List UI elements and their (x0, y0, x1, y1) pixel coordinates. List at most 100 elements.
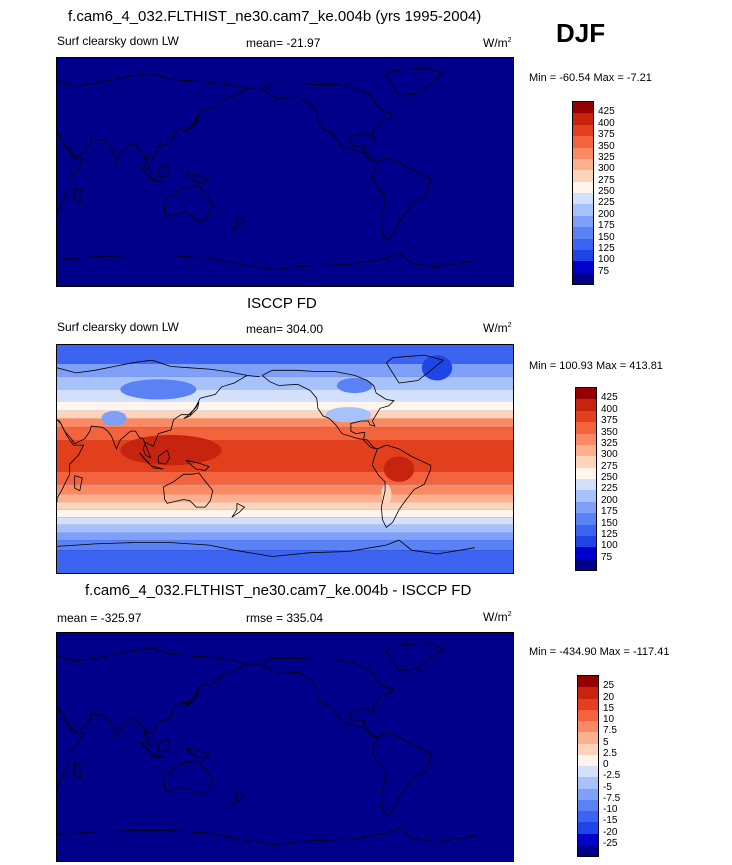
colorbar-tick-label: 200 (598, 208, 615, 220)
colorbar-tick-label: 125 (598, 242, 615, 254)
colorbar-tick-label: 225 (598, 197, 615, 209)
coastline (157, 449, 171, 465)
field-fill (57, 58, 513, 286)
coastline (57, 647, 260, 666)
coastline (371, 157, 432, 242)
colorbar-swatch (578, 721, 598, 733)
panel-2-units: W/m2 (483, 321, 512, 335)
colorbar-tick-label: -20 (603, 826, 618, 838)
coastline (183, 114, 200, 132)
colorbar-tick-label: 0 (603, 759, 609, 770)
coastline (157, 162, 171, 178)
coastline (185, 459, 210, 471)
colorbar-swatch (573, 204, 593, 216)
colorbar-tick-label: -10 (603, 804, 618, 815)
coastline (231, 215, 246, 231)
colorbar-tick-label: -25 (603, 837, 618, 849)
field-band (57, 494, 513, 503)
field-band (57, 410, 513, 419)
coastline (74, 763, 83, 780)
colorbar-swatch (573, 113, 593, 125)
panel-1-map (56, 57, 514, 287)
coastline (74, 475, 83, 492)
panel-3-mean-label: mean = -325.97 (57, 611, 142, 625)
colorbar-tick-label: 375 (601, 415, 618, 427)
coastline (385, 642, 445, 672)
colorbar-swatch (573, 158, 593, 171)
colorbar-tick-label: 150 (601, 517, 618, 529)
field-feature (421, 355, 453, 381)
colorbar-tick-label: 325 (598, 151, 615, 163)
season-label: DJF (556, 18, 606, 48)
coastline (231, 502, 246, 518)
colorbar-tick-label: 150 (598, 231, 615, 243)
colorbar-swatch (573, 147, 593, 159)
coastline (261, 369, 395, 450)
colorbar-tick-label: -15 (603, 815, 618, 827)
coastline (163, 472, 214, 508)
coastline (57, 419, 85, 499)
panel-1-units: W/m2 (483, 36, 512, 50)
colorbar-swatch (576, 547, 596, 559)
field-feature (120, 379, 197, 400)
coastline (385, 354, 445, 384)
colorbar-swatch (576, 422, 596, 434)
coastline (57, 539, 476, 557)
coastline (138, 452, 164, 470)
field-band (57, 345, 513, 364)
coastline (57, 827, 476, 845)
panel-2-mean-label: mean= 304.00 (246, 322, 324, 336)
coastline (74, 188, 83, 205)
colorbar-tick-label: 7.5 (603, 725, 617, 737)
panel-1-title: f.cam6_4_032.FLTHIST_ne30.cam7_ke.004b (… (68, 8, 482, 25)
colorbar-tick-label: 425 (598, 106, 615, 118)
colorbar-swatch (576, 535, 596, 548)
colorbar-swatch (576, 490, 596, 502)
colorbar-tick-label: 200 (601, 494, 618, 506)
coastline (57, 707, 85, 787)
panel-1-mean-label: mean= -21.97 (246, 36, 321, 50)
panel-1-colorbar (572, 101, 594, 285)
colorbar-swatch (576, 444, 596, 457)
field-feature (325, 407, 372, 423)
colorbar-swatch (578, 799, 598, 811)
map-canvas (57, 633, 513, 861)
colorbar-tick-label: 125 (601, 528, 618, 540)
colorbar-swatch (578, 811, 598, 823)
field-band (57, 532, 513, 541)
colorbar-tick-label: 275 (601, 460, 618, 472)
coastline (138, 740, 164, 758)
field-band (57, 502, 513, 510)
colorbar-swatch (573, 124, 593, 137)
colorbar-swatch (578, 709, 598, 721)
colorbar-swatch (573, 238, 593, 250)
coastline (231, 790, 246, 806)
coastline (261, 82, 395, 163)
colorbar-swatch (576, 410, 596, 423)
colorbar-swatch (576, 388, 596, 400)
colorbar-tick-label: 350 (598, 140, 615, 152)
panel-3-units: W/m2 (483, 610, 512, 624)
colorbar-tick-label: 20 (603, 691, 615, 703)
field-feature (383, 456, 415, 482)
colorbar-tick-label: 175 (598, 220, 615, 232)
colorbar-tick-label: 175 (601, 506, 618, 518)
panel-2-minmax: Min = 100.93 Max = 413.81 (529, 360, 663, 372)
panel-3-map (56, 632, 514, 862)
field-band (57, 509, 513, 518)
colorbar-tick-label: -5 (603, 781, 612, 793)
colorbar-tick-label: -7.5 (603, 792, 621, 804)
colorbar-tick-label: 300 (598, 163, 615, 175)
colorbar-tick-label: 325 (601, 437, 618, 449)
colorbar-tick-label: 25 (603, 680, 615, 692)
field-feature (336, 377, 373, 394)
colorbar-swatch (578, 676, 598, 688)
coastline (57, 359, 260, 378)
field-band (57, 484, 513, 495)
colorbar-swatch (578, 788, 598, 800)
field-feature (120, 434, 222, 466)
field-feature (381, 484, 392, 505)
panel-2-colorbar (575, 387, 597, 571)
colorbar-tick-label: 350 (601, 426, 618, 438)
panel-1-variable-label: Surf clearsky down LW (57, 34, 179, 48)
